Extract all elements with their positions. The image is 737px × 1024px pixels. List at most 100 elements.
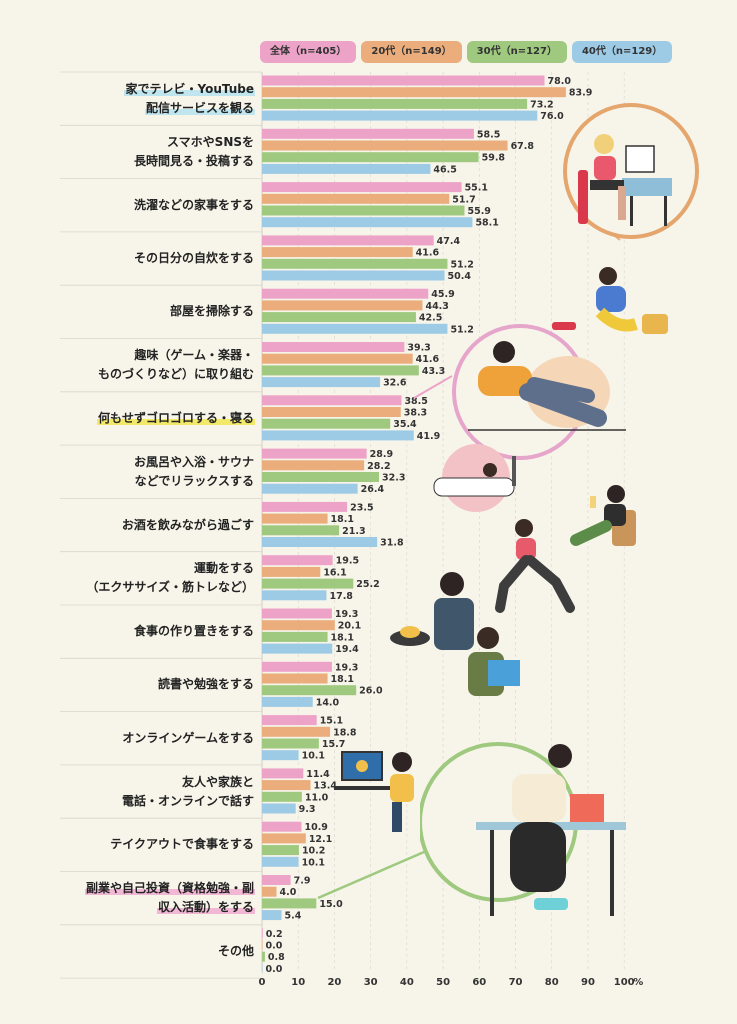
- data-label: 28.2: [367, 461, 390, 472]
- person-exercising-illustration: [495, 519, 575, 613]
- bar: [262, 270, 445, 281]
- bar: [262, 182, 462, 193]
- bar: [262, 342, 405, 352]
- data-label: 35.4: [393, 419, 417, 430]
- data-label: 10.2: [302, 846, 325, 857]
- data-label: 4.0: [279, 887, 296, 898]
- bar: [262, 555, 333, 566]
- category-label: 食事の作り置きをする: [133, 624, 254, 639]
- data-label: 10.1: [302, 751, 325, 762]
- data-label: 59.8: [482, 153, 506, 164]
- legend-item-all: 全体（n=405）: [260, 41, 357, 63]
- x-tick-label: 50: [436, 977, 450, 988]
- data-label: 11.0: [305, 792, 329, 803]
- data-label: 38.3: [404, 408, 427, 419]
- data-label: 23.5: [350, 502, 373, 513]
- data-label: 15.0: [319, 899, 343, 910]
- bar: [262, 460, 365, 471]
- bar: [262, 205, 465, 216]
- person-video-call-illustration: [334, 751, 414, 832]
- bar: [262, 152, 479, 163]
- person-cleaning-illustration: [552, 267, 668, 334]
- bar: [262, 673, 328, 684]
- bar: [262, 940, 263, 950]
- data-label: 28.9: [370, 449, 393, 460]
- data-label: 31.8: [380, 538, 404, 549]
- bar: [262, 803, 296, 814]
- data-label: 18.8: [333, 727, 357, 738]
- data-label: 0.0: [266, 964, 283, 975]
- data-label: 43.3: [422, 366, 445, 377]
- bar: [262, 140, 508, 151]
- bar: [262, 365, 419, 376]
- bar: [262, 845, 299, 856]
- data-label: 32.3: [382, 473, 405, 484]
- bar: [262, 98, 528, 109]
- x-tick-label: 80: [545, 977, 559, 988]
- data-label: 10.9: [304, 822, 327, 833]
- bar: [262, 875, 291, 885]
- category-label: 家でテレビ・YouTube 配信サービスを観る: [124, 81, 255, 115]
- person-lounging-illustration: [452, 324, 626, 460]
- data-label: 51.7: [452, 194, 475, 205]
- data-label: 19.4: [335, 644, 359, 655]
- data-label: 15.1: [320, 716, 343, 727]
- data-label: 78.0: [548, 76, 572, 87]
- bar: [262, 323, 448, 334]
- category-label: 読書や勉強をする: [157, 677, 254, 692]
- data-label: 0.0: [266, 941, 283, 952]
- data-label: 67.8: [511, 141, 535, 152]
- connector-line: [317, 850, 425, 900]
- legend: 全体（n=405） 20代（n=149） 30代（n=127） 40代（n=12…: [260, 41, 673, 63]
- data-label: 16.1: [323, 567, 346, 578]
- bar: [262, 217, 473, 228]
- x-tick-label: 10: [291, 977, 305, 988]
- data-label: 51.2: [450, 259, 473, 270]
- bar: [262, 910, 282, 921]
- bar: [262, 750, 299, 761]
- connector-line: [413, 375, 453, 399]
- bar: [262, 590, 327, 601]
- person-drinking-illustration: [570, 485, 636, 546]
- data-label: 42.5: [419, 313, 442, 324]
- x-tick-label: 60: [472, 977, 486, 988]
- bar: [262, 407, 401, 417]
- legend-item-20s: 20代（n=149）: [361, 41, 462, 63]
- bar: [262, 472, 379, 482]
- data-label: 25.2: [356, 579, 379, 590]
- data-label: 41.6: [416, 248, 440, 259]
- bar: [262, 525, 340, 536]
- category-label: 副業や自己投資（資格勉強・副 収入活動）をする: [84, 881, 255, 915]
- bar: [262, 110, 538, 121]
- data-label: 18.1: [331, 514, 354, 525]
- category-label: 洗濯などの家事をする: [133, 197, 254, 212]
- bar: [262, 791, 302, 802]
- data-label: 41.9: [417, 431, 440, 442]
- category-label: スマホやSNSを 長時間見る・投稿する: [133, 134, 254, 168]
- bar: [262, 821, 302, 832]
- x-tick-label: 70: [509, 977, 523, 988]
- x-tick-label: 100: [614, 977, 635, 988]
- x-tick-label: 40: [400, 977, 414, 988]
- data-label: 19.3: [335, 609, 358, 620]
- category-label: オンラインゲームをする: [122, 730, 254, 745]
- data-label: 18.1: [331, 632, 354, 643]
- bar: [262, 715, 317, 726]
- bar: [262, 886, 277, 897]
- data-label: 47.4: [437, 236, 461, 247]
- data-label: 76.0: [540, 111, 564, 122]
- bar: [262, 631, 328, 642]
- bar: [262, 258, 448, 269]
- data-label: 39.3: [407, 343, 430, 354]
- bar: [262, 833, 306, 844]
- data-label: 50.4: [448, 271, 472, 282]
- bar: [262, 963, 263, 974]
- bar: [262, 300, 423, 311]
- bar: [262, 418, 391, 429]
- data-label: 41.6: [416, 354, 440, 365]
- data-label: 73.2: [530, 99, 553, 110]
- data-label: 19.5: [336, 556, 359, 567]
- bar: [262, 537, 378, 547]
- data-label: 46.5: [433, 164, 456, 175]
